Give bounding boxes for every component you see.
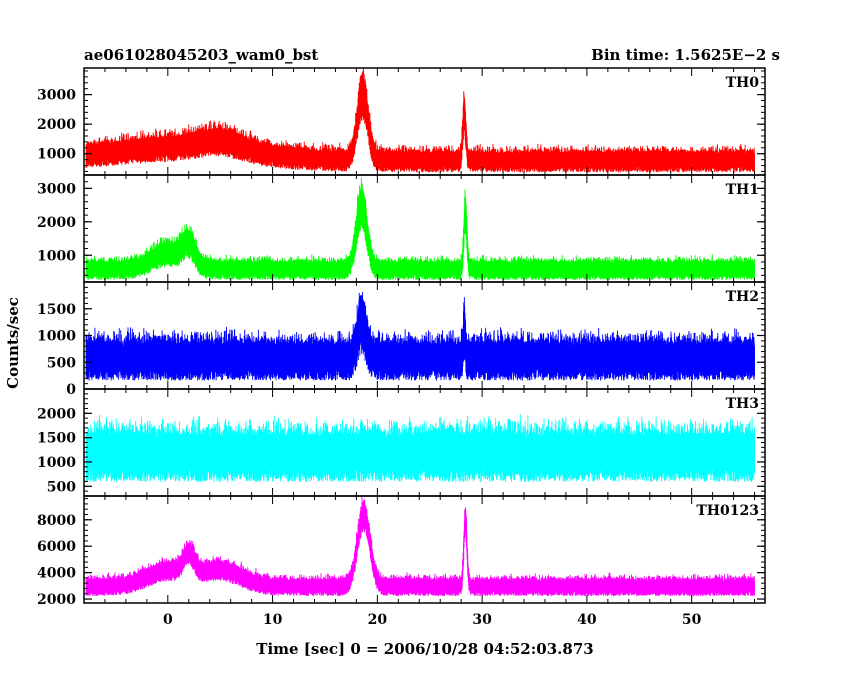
- y-tick-label: 2000: [37, 592, 76, 608]
- panel-th2: TH2 0 500 1000 1500: [37, 281, 766, 398]
- series-line-th1: [85, 177, 755, 280]
- x-tick-label: 10: [263, 612, 283, 628]
- y-tick-label: 1500: [37, 302, 76, 318]
- y-tick-label: 4000: [37, 566, 76, 582]
- x-tick-label: 20: [368, 612, 388, 628]
- series-line-th3: [85, 414, 755, 482]
- x-tick-label: 0: [163, 612, 173, 628]
- y-tick-label: 1000: [37, 329, 76, 345]
- y-tick-label: 1000: [37, 455, 76, 471]
- y-tick-label: 8000: [37, 513, 76, 529]
- chart-title-right: Bin time: 1.5625E−2 s: [591, 46, 780, 64]
- panel-th3: TH3 500 1000 1500 2000: [37, 388, 766, 497]
- y-tick-label: 3000: [37, 88, 76, 104]
- y-tick-label: 1500: [37, 431, 76, 447]
- panel-th0123: TH0123 2000 4000 6000 8000: [37, 495, 766, 608]
- y-tick-label: 2000: [37, 117, 76, 133]
- y-tick-label: 3000: [37, 181, 76, 197]
- panel-label-th0: TH0: [726, 75, 760, 91]
- panel-th1: TH1 1000 2000 3000: [37, 174, 766, 283]
- y-tick-label: 500: [47, 479, 76, 495]
- panel-frame: [83, 495, 766, 604]
- y-tick-label: 500: [47, 355, 76, 371]
- panel-label-th3: TH3: [726, 396, 759, 412]
- panel-th0: TH0 1000 2000 3000: [37, 67, 766, 176]
- x-tick-label: 50: [682, 612, 702, 628]
- y-tick-label: 6000: [37, 539, 76, 555]
- y-tick-label: 0: [66, 382, 76, 398]
- y-tick-label: 2000: [37, 215, 76, 231]
- chart-title-left: ae061028045203_wam0_bst: [84, 46, 318, 64]
- panels-group: TH0100020003000TH1100020003000TH20500100…: [37, 67, 766, 628]
- y-tick-label: 2000: [37, 406, 76, 422]
- panel-label-th0123: TH0123: [696, 503, 759, 519]
- x-axis-label: Time [sec] 0 = 2006/10/28 04:52:03.873: [256, 640, 593, 658]
- series-line-th0123: [85, 495, 755, 597]
- y-tick-label: 1000: [37, 147, 76, 163]
- x-tick-label: 30: [472, 612, 492, 628]
- panel-label-th2: TH2: [726, 289, 759, 305]
- x-tick-label: 40: [577, 612, 597, 628]
- panel-label-th1: TH1: [726, 182, 759, 198]
- series-line-th0: [85, 67, 755, 173]
- series-line-th2: [85, 291, 755, 381]
- y-axis-label: Counts/sec: [4, 297, 22, 389]
- y-tick-label: 1000: [37, 248, 76, 264]
